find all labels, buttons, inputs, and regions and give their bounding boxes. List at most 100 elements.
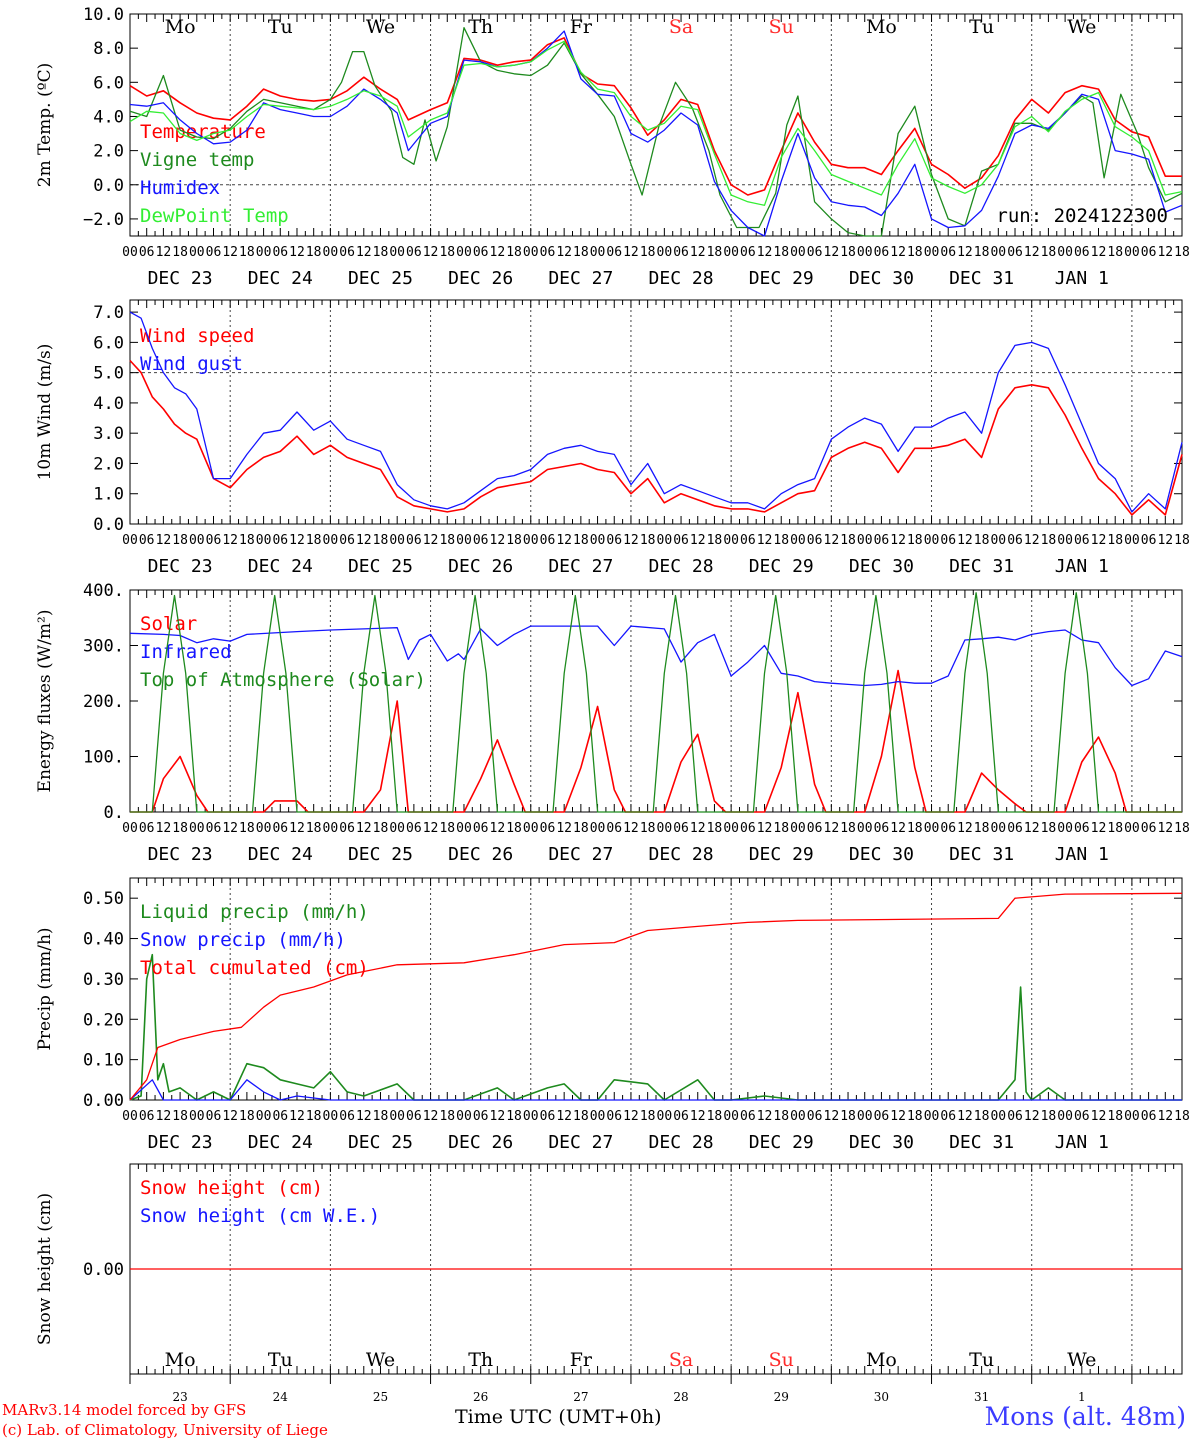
hour-label: 00 bbox=[924, 821, 940, 836]
date-label: DEC 28 bbox=[649, 268, 714, 289]
hour-label: 00 bbox=[723, 245, 739, 260]
hour-label: 12 bbox=[757, 245, 773, 260]
legend-entry: DewPoint Temp bbox=[140, 205, 289, 227]
hour-label: 18 bbox=[640, 245, 656, 260]
hour-label: 12 bbox=[824, 533, 840, 548]
hour-label: 06 bbox=[473, 245, 489, 260]
hour-label: 18 bbox=[1041, 1109, 1057, 1124]
date-label: DEC 30 bbox=[849, 844, 914, 865]
day-name-bottom: Mo bbox=[165, 1349, 196, 1371]
y-tick-label: 0.20 bbox=[83, 1010, 124, 1030]
hour-label: 12 bbox=[757, 1109, 773, 1124]
day-name-bottom: Tu bbox=[268, 1349, 293, 1371]
hour-label: 12 bbox=[156, 1109, 172, 1124]
hour-label: 18 bbox=[707, 821, 723, 836]
hour-label: 00 bbox=[122, 821, 138, 836]
hour-label: 18 bbox=[974, 821, 990, 836]
hour-label: 12 bbox=[556, 245, 572, 260]
day-name-bottom: Th bbox=[468, 1349, 493, 1371]
hour-label: 00 bbox=[924, 533, 940, 548]
hour-label: 00 bbox=[523, 245, 539, 260]
hour-label: 12 bbox=[423, 821, 439, 836]
y-axis-title: 2m Temp. (ºC) bbox=[35, 63, 55, 188]
hour-label: 00 bbox=[723, 533, 739, 548]
day-name-top: Fr bbox=[570, 16, 593, 38]
hour-label: 06 bbox=[673, 245, 689, 260]
panel-5: 0.00 Snow height (cm) Snow height (cm) Snow… bbox=[35, 1163, 1183, 1375]
date-label: DEC 26 bbox=[448, 1132, 513, 1153]
hour-label: 06 bbox=[1007, 821, 1023, 836]
hour-label: 00 bbox=[857, 245, 873, 260]
hour-label: 00 bbox=[1057, 821, 1073, 836]
y-axis-title: Precip (mm/h) bbox=[35, 927, 55, 1050]
day-number: 29 bbox=[774, 1390, 789, 1404]
date-label: DEC 24 bbox=[248, 844, 313, 865]
hour-label: 12 bbox=[890, 533, 906, 548]
hour-label: 00 bbox=[1124, 533, 1140, 548]
hour-label: 06 bbox=[1074, 533, 1090, 548]
legend-entry: Liquid precip (mm/h) bbox=[140, 901, 369, 923]
hour-label: 12 bbox=[824, 1109, 840, 1124]
hour-label: 12 bbox=[1091, 821, 1107, 836]
hour-label: 00 bbox=[590, 245, 606, 260]
hour-label: 12 bbox=[423, 245, 439, 260]
run-label: run: 2024122300 bbox=[996, 205, 1168, 227]
hour-label: 00 bbox=[323, 1109, 339, 1124]
hour-label: 12 bbox=[490, 1109, 506, 1124]
legend-entry: Vigne temp bbox=[140, 149, 254, 171]
hour-label: 00 bbox=[790, 533, 806, 548]
hour-label: 18 bbox=[172, 821, 188, 836]
hour-label: 06 bbox=[473, 533, 489, 548]
hour-label: 00 bbox=[590, 533, 606, 548]
hour-label: 06 bbox=[874, 245, 890, 260]
legend-entry: Temperature bbox=[140, 121, 266, 143]
hour-label: 18 bbox=[306, 245, 322, 260]
hour-label: 12 bbox=[356, 821, 372, 836]
hour-label: 00 bbox=[323, 245, 339, 260]
legend-entry: Solar bbox=[140, 613, 197, 635]
date-label: DEC 25 bbox=[348, 1132, 413, 1153]
hour-label: 00 bbox=[723, 1109, 739, 1124]
date-label: JAN 1 bbox=[1055, 1132, 1109, 1153]
hour-label: 06 bbox=[540, 821, 556, 836]
hour-label: 06 bbox=[740, 1109, 756, 1124]
hour-label: 18 bbox=[1107, 533, 1123, 548]
hour-label: 12 bbox=[356, 1109, 372, 1124]
hour-label: 18 bbox=[373, 1109, 389, 1124]
hour-label: 06 bbox=[1007, 245, 1023, 260]
hour-label: 06 bbox=[206, 1109, 222, 1124]
hour-label: 18 bbox=[239, 1109, 255, 1124]
y-tick-label: 5.0 bbox=[93, 364, 124, 384]
hour-label: 12 bbox=[1157, 1109, 1173, 1124]
hour-label: 00 bbox=[1057, 533, 1073, 548]
hour-label: 06 bbox=[1141, 245, 1157, 260]
y-tick-label: 4.0 bbox=[93, 394, 124, 414]
date-label: DEC 24 bbox=[248, 268, 313, 289]
hour-label: 12 bbox=[289, 245, 305, 260]
day-name-top: Mo bbox=[866, 16, 897, 38]
hour-label: 00 bbox=[657, 821, 673, 836]
hour-label: 18 bbox=[640, 1109, 656, 1124]
hour-label: 00 bbox=[790, 245, 806, 260]
hour-label: 18 bbox=[172, 533, 188, 548]
hour-label: 00 bbox=[256, 821, 272, 836]
day-name-bottom: Mo bbox=[866, 1349, 897, 1371]
hour-label: 06 bbox=[139, 1109, 155, 1124]
panel-2: 0.0 1.0 2.0 3.0 4.0 5.0 6.0 7.0 10m Wind (m/s) 00… bbox=[35, 299, 1190, 577]
hour-label: 18 bbox=[1041, 821, 1057, 836]
hour-label: 06 bbox=[473, 821, 489, 836]
hour-label: 00 bbox=[256, 533, 272, 548]
hour-label: 18 bbox=[974, 533, 990, 548]
hour-label: 12 bbox=[490, 821, 506, 836]
footer-copyright: (c) Lab. of Climatology, University of L… bbox=[2, 1421, 328, 1439]
hour-label: 00 bbox=[122, 1109, 138, 1124]
hour-label: 18 bbox=[1174, 245, 1190, 260]
hour-label: 18 bbox=[974, 1109, 990, 1124]
hour-label: 18 bbox=[373, 533, 389, 548]
hour-label: 12 bbox=[623, 821, 639, 836]
hour-label: 18 bbox=[707, 533, 723, 548]
hour-label: 18 bbox=[1041, 533, 1057, 548]
hour-label: 06 bbox=[406, 245, 422, 260]
hour-label: 06 bbox=[874, 821, 890, 836]
hour-label: 00 bbox=[590, 1109, 606, 1124]
